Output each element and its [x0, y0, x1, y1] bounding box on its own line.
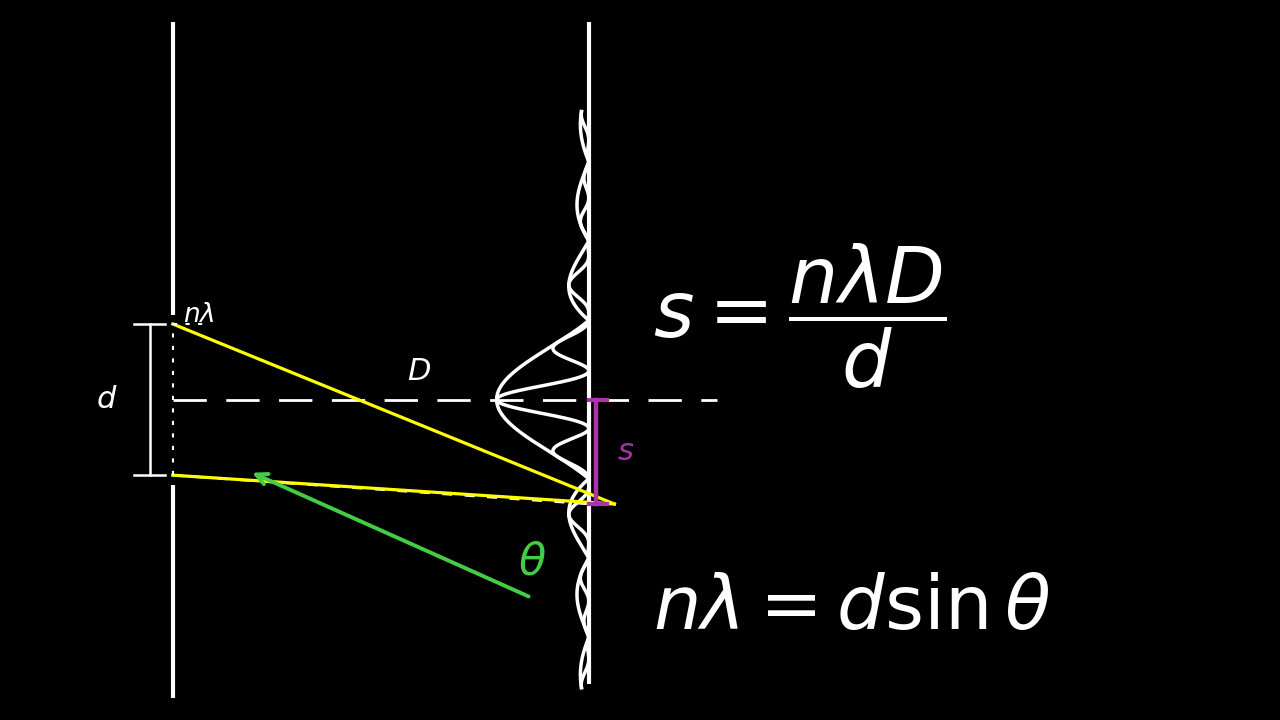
Text: $d$: $d$: [96, 384, 118, 415]
Text: $s$: $s$: [617, 436, 634, 467]
Text: $s = \dfrac{n\lambda D}{d}$: $s = \dfrac{n\lambda D}{d}$: [653, 242, 946, 392]
Text: $n\lambda$: $n\lambda$: [183, 302, 215, 328]
Text: $D$: $D$: [407, 356, 431, 387]
Text: $\theta$: $\theta$: [518, 540, 547, 583]
Text: $n\lambda = d\sin\theta$: $n\lambda = d\sin\theta$: [653, 572, 1051, 644]
